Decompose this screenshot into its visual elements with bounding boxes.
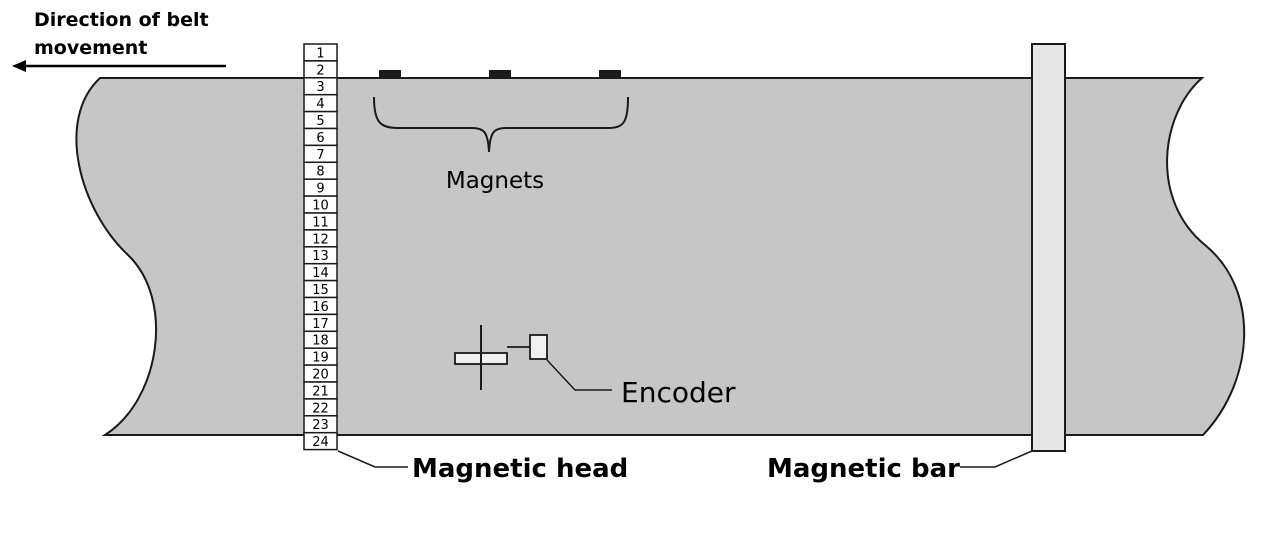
direction-label-line1: Direction of belt	[34, 9, 209, 31]
encoder-leader	[546, 359, 612, 391]
head-cell-number: 8	[316, 165, 324, 180]
magnets-label: Magnets	[446, 168, 544, 194]
head-cell-number: 20	[312, 368, 329, 383]
encoder-symbol	[454, 325, 548, 390]
magnetic-bar	[1031, 43, 1066, 452]
direction-arrow	[12, 60, 226, 72]
head-cell-number: 18	[312, 334, 329, 349]
magnets-brace	[373, 96, 629, 153]
head-cell-number: 21	[312, 384, 329, 399]
magnet	[489, 70, 511, 78]
head-cell-number: 16	[312, 300, 329, 315]
magnet	[379, 70, 401, 78]
head-cell-number: 15	[312, 283, 329, 298]
head-cell-number: 14	[312, 266, 329, 281]
head-cell-number: 6	[316, 131, 324, 146]
head-cell-number: 1	[316, 46, 324, 61]
head-cell-number: 13	[312, 249, 329, 264]
head-cell-number: 2	[316, 63, 324, 78]
conveyor-belt	[75, 77, 1246, 436]
head-cell-number: 23	[312, 418, 329, 433]
head-cell	[303, 431, 338, 451]
magnet	[599, 70, 621, 78]
magnetic-head-label: Magnetic head	[412, 454, 628, 484]
head-cell-number: 9	[316, 182, 324, 197]
head-cell-number: 22	[312, 401, 329, 416]
head-cell-number: 3	[316, 80, 324, 95]
head-cell-number: 19	[312, 351, 329, 366]
magnetic-head-leader	[337, 450, 408, 468]
head-cell-number: 7	[316, 148, 324, 163]
magnetic-bar-label: Magnetic bar	[767, 454, 960, 484]
head-cell-number: 12	[312, 232, 329, 247]
encoder-label: Encoder	[621, 376, 736, 409]
head-cell-number: 17	[312, 317, 329, 332]
direction-label-line2: movement	[34, 37, 147, 59]
magnetic-bar-leader	[960, 450, 1033, 468]
head-cell-number: 4	[316, 97, 324, 112]
head-cell-number: 10	[312, 199, 329, 214]
head-cell-number: 24	[312, 435, 329, 450]
head-cell-number: 11	[312, 215, 329, 230]
head-cell-number: 5	[316, 114, 324, 129]
